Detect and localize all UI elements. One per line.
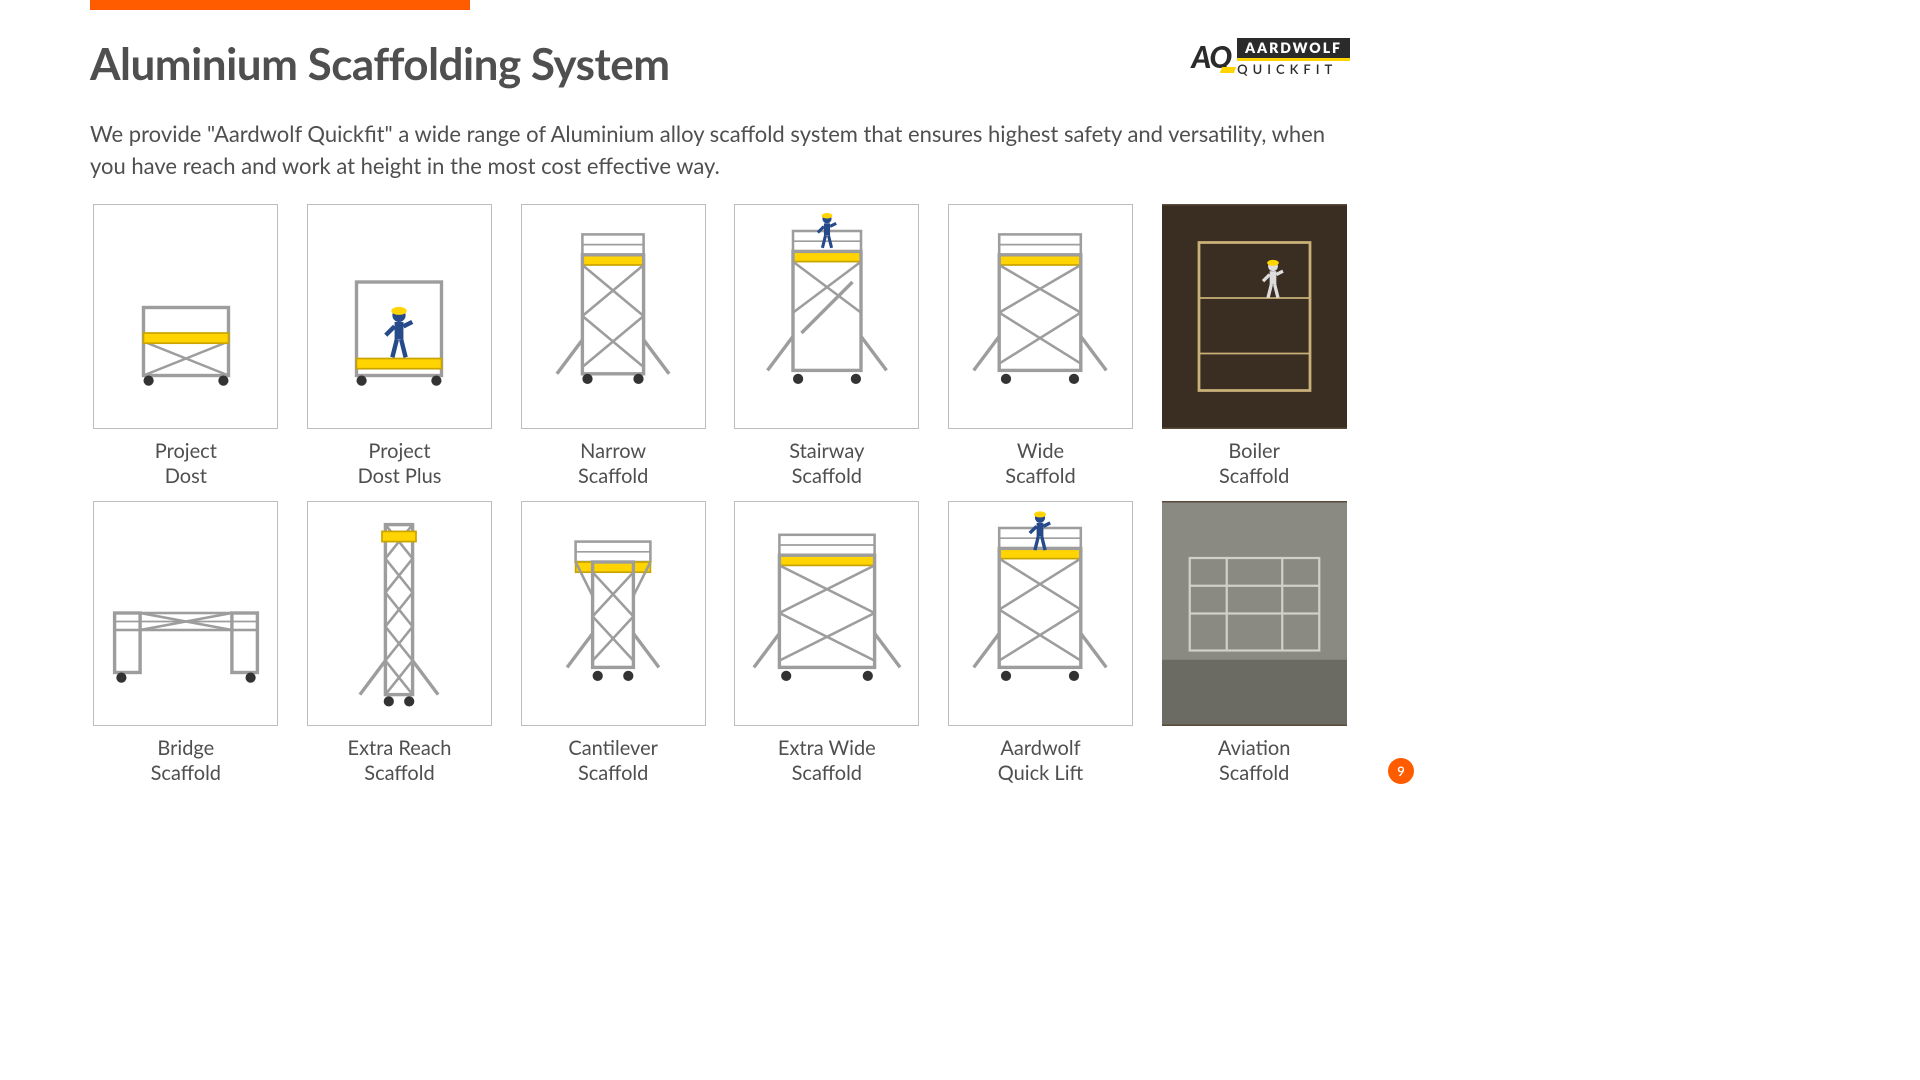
product-caption: Narrow Scaffold	[578, 439, 648, 489]
product-caption: Boiler Scaffold	[1219, 439, 1289, 489]
product-thumbnail	[948, 204, 1133, 429]
product-card: Wide Scaffold	[945, 204, 1137, 489]
intro-paragraph: We provide "Aardwolf Quickfit" a wide ra…	[90, 118, 1330, 182]
page-number-badge: 9	[1388, 758, 1414, 784]
logo-line2: QUICKFIT	[1237, 61, 1350, 76]
product-thumbnail	[1162, 501, 1347, 726]
product-card: Boiler Scaffold	[1158, 204, 1350, 489]
product-thumbnail	[948, 501, 1133, 726]
product-card: Project Dost	[90, 204, 282, 489]
top-accent-bar	[90, 0, 470, 10]
product-caption: Aardwolf Quick Lift	[998, 736, 1083, 786]
product-caption: Cantilever Scaffold	[568, 736, 658, 786]
product-card: Cantilever Scaffold	[517, 501, 709, 786]
product-caption: Stairway Scaffold	[789, 439, 864, 489]
product-card: Aardwolf Quick Lift	[945, 501, 1137, 786]
product-thumbnail	[307, 501, 492, 726]
product-card: Bridge Scaffold	[90, 501, 282, 786]
product-card: Narrow Scaffold	[517, 204, 709, 489]
product-grid: Project Dost Project Dost Plus Narrow Scaf…	[90, 204, 1350, 786]
product-card: Extra Reach Scaffold	[304, 501, 496, 786]
product-caption: Wide Scaffold	[1005, 439, 1075, 489]
product-thumbnail	[521, 501, 706, 726]
product-caption: Aviation Scaffold	[1218, 736, 1291, 786]
header: Aluminium Scaffolding System AQ AARDWOLF…	[90, 0, 1350, 90]
product-caption: Project Dost	[155, 439, 217, 489]
product-card: Project Dost Plus	[304, 204, 496, 489]
logo-mark: AQ	[1192, 39, 1232, 75]
logo-text: AARDWOLF QUICKFIT	[1237, 38, 1350, 76]
product-thumbnail	[93, 501, 278, 726]
product-thumbnail	[93, 204, 278, 429]
product-thumbnail	[734, 501, 919, 726]
product-caption: Extra Reach Scaffold	[348, 736, 452, 786]
product-card: Extra Wide Scaffold	[731, 501, 923, 786]
product-thumbnail	[521, 204, 706, 429]
product-card: Aviation Scaffold	[1158, 501, 1350, 786]
logo-line1: AARDWOLF	[1237, 38, 1350, 61]
product-caption: Extra Wide Scaffold	[778, 736, 876, 786]
brand-logo: AQ AARDWOLF QUICKFIT	[1192, 38, 1350, 76]
product-thumbnail	[734, 204, 919, 429]
product-caption: Project Dost Plus	[358, 439, 442, 489]
slide: Aluminium Scaffolding System AQ AARDWOLF…	[0, 0, 1440, 810]
product-thumbnail	[1162, 204, 1347, 429]
product-thumbnail	[307, 204, 492, 429]
product-caption: Bridge Scaffold	[151, 736, 221, 786]
product-card: Stairway Scaffold	[731, 204, 923, 489]
page-title: Aluminium Scaffolding System	[90, 38, 670, 90]
